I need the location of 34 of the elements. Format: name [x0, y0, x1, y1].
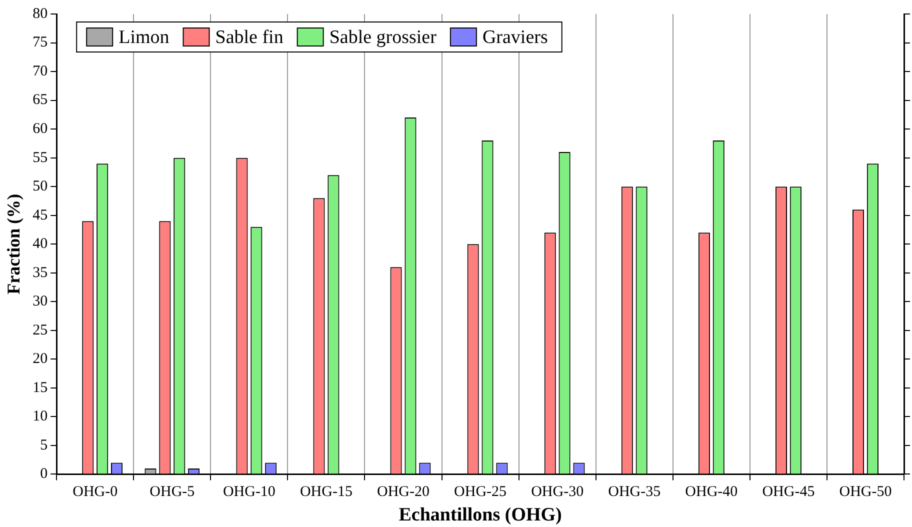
y-tick-label: 30: [32, 294, 48, 310]
y-tick-label: 40: [32, 236, 48, 252]
y-tick-label: 25: [32, 322, 48, 338]
legend-label: Limon: [118, 26, 170, 48]
x-tick-label: OHG-45: [762, 484, 815, 500]
y-tick-label: 45: [32, 207, 48, 224]
y-tick-label: 10: [32, 408, 48, 425]
y-tick-label: 20: [32, 351, 48, 368]
x-tick-label: OHG-40: [685, 484, 738, 500]
x-tick-label: OHG-25: [454, 484, 507, 500]
y-tick-label: 70: [32, 63, 48, 80]
y-axis-title: Fraction (%): [3, 194, 24, 294]
y-tick-label: 60: [32, 120, 48, 137]
y-tick-label: 15: [32, 380, 48, 396]
legend-label: Sable grossier: [329, 26, 438, 48]
y-tick-label: 65: [32, 92, 48, 108]
y-tick-label: 75: [32, 34, 48, 51]
x-tick-label: OHG-20: [377, 484, 430, 500]
y-tick-label: 35: [32, 264, 48, 281]
y-tick-label: 50: [32, 178, 48, 195]
x-axis-title: Echantillons (OHG): [398, 504, 562, 526]
y-tick-label: 55: [32, 150, 48, 166]
x-tick-label: OHG-30: [531, 484, 584, 500]
x-tick-label: OHG-5: [150, 484, 195, 500]
y-tick-label: 5: [40, 437, 48, 454]
y-tick-label: 0: [40, 466, 48, 482]
x-tick-label: OHG-0: [72, 484, 118, 500]
x-tick-label: OHG-15: [300, 484, 352, 500]
x-tick-label: OHG-10: [222, 484, 276, 500]
legend-label: Graviers: [482, 26, 548, 48]
y-tick-label: 80: [32, 6, 48, 22]
x-tick-label: OHG-35: [608, 484, 661, 500]
legend-label: Sable fin: [215, 26, 284, 48]
x-tick-label: OHG-50: [839, 484, 892, 500]
